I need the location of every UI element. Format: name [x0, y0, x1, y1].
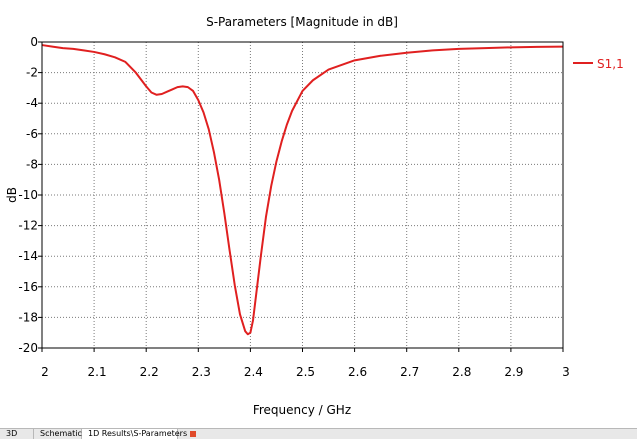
- x-tick-label: 2.3: [192, 365, 211, 379]
- x-tick-label: 2.4: [244, 365, 263, 379]
- y-tick-label: -4: [26, 96, 38, 110]
- series-line-s11: [41, 44, 564, 336]
- x-tick-label: 2.7: [400, 365, 419, 379]
- x-tick-label: 3: [562, 365, 570, 379]
- plot-frame: [41, 41, 564, 349]
- x-tick-label: 2: [41, 365, 49, 379]
- axis-ticks: 2 2.1 2.2 2.3 2.4 2.5 2.6 2.7 2.8 2.9 3 0 -2 -4 -6 -8 -1…: [18, 35, 569, 379]
- tab-label: 3D: [6, 429, 18, 438]
- x-tick-label: 2.2: [140, 365, 159, 379]
- series-layer: [41, 44, 564, 336]
- s-parameter-chart: S-Parameters [Magnitude in dB] 2 2.1 2.2 2.…: [5, 15, 624, 417]
- bottom-tab-bar: 3D Schematic 1D Results\S-Parameters: [0, 428, 637, 439]
- tab-schematic[interactable]: Schematic: [34, 429, 82, 439]
- x-tick-label: 2.6: [348, 365, 367, 379]
- tab-1d-results-s-parameters[interactable]: 1D Results\S-Parameters: [82, 429, 197, 439]
- x-tick-label: 2.8: [452, 365, 471, 379]
- y-tick-label: 0: [30, 35, 38, 49]
- y-tick-label: -12: [18, 219, 38, 233]
- chart-title: S-Parameters [Magnitude in dB]: [206, 15, 398, 29]
- legend: S1,1: [573, 57, 624, 71]
- x-axis-label: Frequency / GHz: [253, 403, 351, 417]
- tab-label: Schematic: [40, 429, 82, 438]
- tab-label: 1D Results\S-Parameters: [88, 429, 188, 438]
- x-tick-label: 2.9: [504, 365, 523, 379]
- x-tick-label: 2.5: [296, 365, 315, 379]
- tab-3d[interactable]: 3D: [0, 429, 34, 439]
- y-tick-label: -8: [26, 157, 38, 171]
- y-tick-label: -14: [18, 249, 38, 263]
- legend-label-s11: S1,1: [597, 57, 624, 71]
- close-icon[interactable]: [190, 430, 197, 437]
- y-tick-label: -10: [18, 188, 38, 202]
- y-axis-label: dB: [5, 187, 19, 203]
- y-tick-label: -20: [18, 341, 38, 355]
- grid: [42, 42, 563, 348]
- y-tick-label: -2: [26, 66, 38, 80]
- y-tick-label: -16: [18, 280, 38, 294]
- y-tick-label: -6: [26, 127, 38, 141]
- y-tick-label: -18: [18, 310, 38, 324]
- x-tick-label: 2.1: [88, 365, 107, 379]
